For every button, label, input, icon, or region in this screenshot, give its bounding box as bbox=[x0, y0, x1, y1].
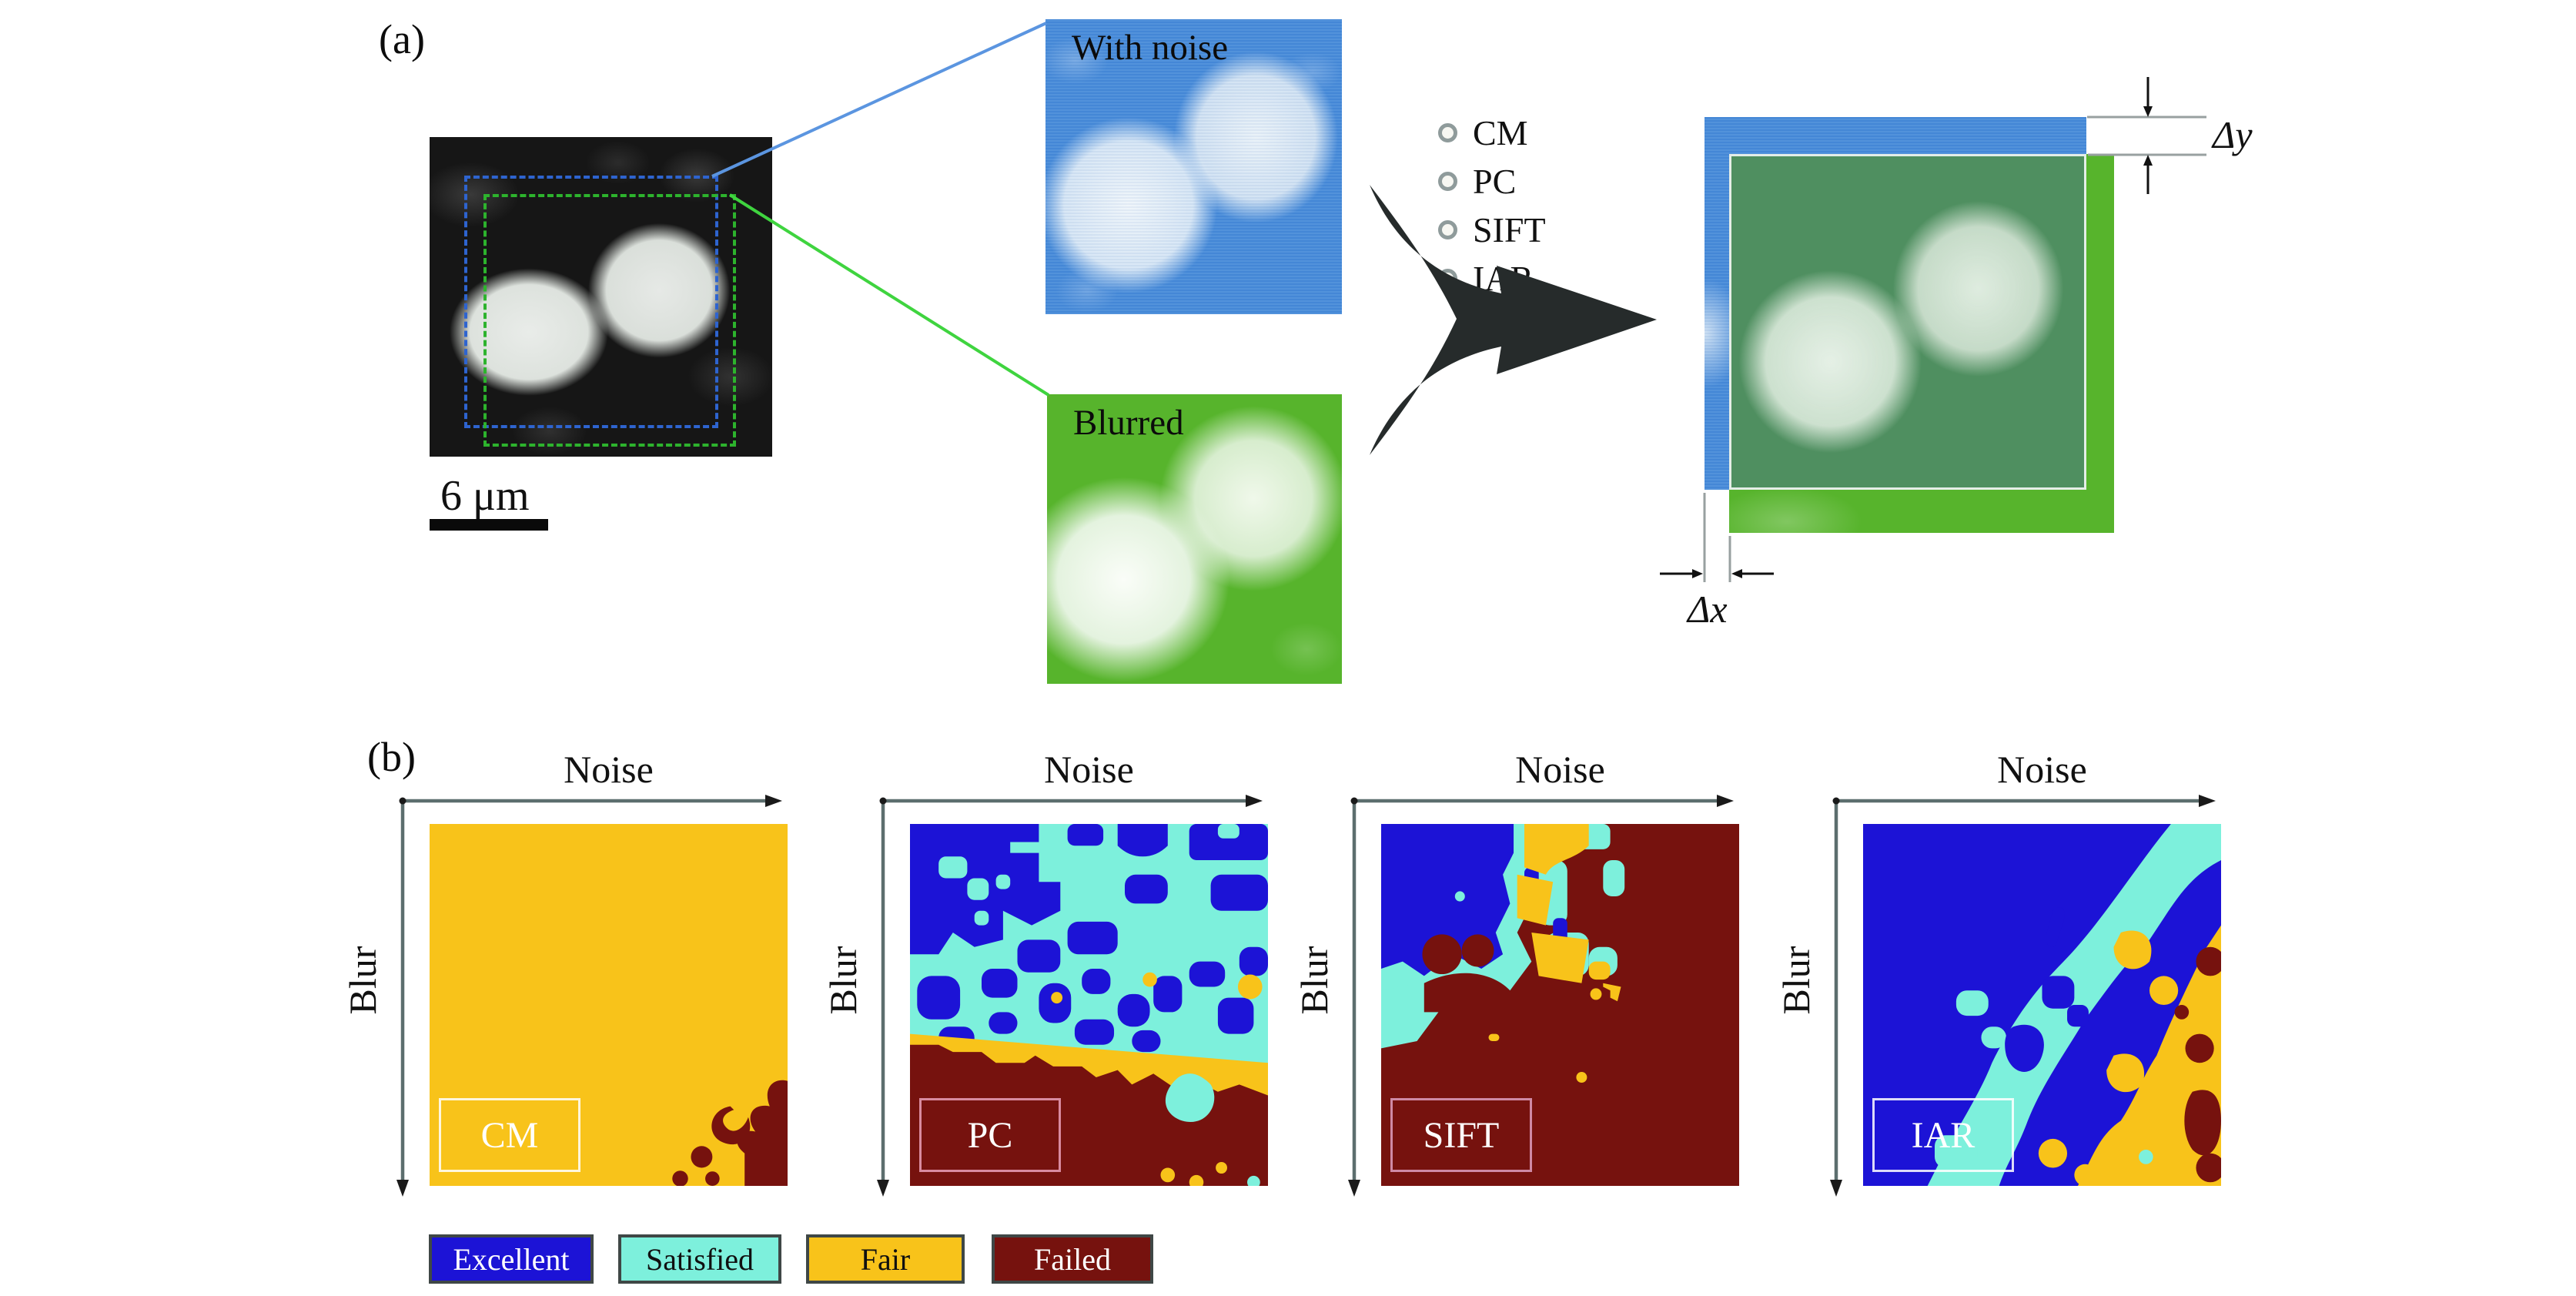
heatmap-sift-badge: SIFT bbox=[1390, 1098, 1532, 1172]
circle-bullet-icon bbox=[1438, 123, 1457, 142]
failed-region bbox=[672, 1080, 788, 1186]
legend-item-satisfied: Satisfied bbox=[618, 1234, 781, 1284]
legend-item-excellent: Excellent bbox=[429, 1234, 594, 1284]
heatmap-pc-badge: PC bbox=[919, 1098, 1061, 1172]
scale-bar-label: 6 μm bbox=[440, 472, 530, 520]
blur-axis-label: Blur bbox=[1775, 946, 1818, 1015]
legend-item-failed: Failed bbox=[992, 1234, 1153, 1284]
circle-bullet-icon bbox=[1438, 172, 1457, 191]
noise-axis-label: Noise bbox=[1515, 748, 1605, 791]
failed-inclusions bbox=[1422, 934, 1510, 1013]
noise-axis-label: Noise bbox=[564, 748, 654, 791]
heatmap-iar-badge: IAR bbox=[1872, 1098, 2014, 1172]
blur-axis-label: Blur bbox=[1293, 946, 1336, 1015]
method-label: SIFT bbox=[1473, 210, 1546, 249]
scale-bar bbox=[430, 519, 548, 531]
method-label: PC bbox=[1473, 162, 1517, 201]
method-label: CM bbox=[1473, 113, 1528, 152]
overlay-registered-region bbox=[1729, 154, 2086, 490]
heatmap-cm-pattern bbox=[430, 824, 788, 1186]
heatmap-pc: PC bbox=[910, 824, 1268, 1186]
circle-bullet-icon bbox=[1438, 269, 1457, 288]
blur-axis-label: Blur bbox=[341, 946, 384, 1015]
noise-axis-label: Noise bbox=[1044, 748, 1134, 791]
blur-axis-label: Blur bbox=[821, 946, 865, 1015]
heatmap-iar-pattern bbox=[1863, 824, 2221, 1186]
failed-blobs bbox=[2174, 946, 2221, 1183]
blurred-crop-label: Blurred bbox=[1073, 403, 1184, 443]
roi-box-green bbox=[483, 194, 736, 447]
satisfied-specks bbox=[1165, 1073, 1260, 1186]
green-leader-line bbox=[728, 193, 1050, 397]
noisy-crop-label: With noise bbox=[1072, 28, 1229, 68]
fair-region bbox=[1488, 824, 1621, 1083]
list-item: PC bbox=[1438, 161, 1546, 202]
noisy-crop-image: With noise bbox=[1045, 19, 1342, 314]
satisfied-notches bbox=[1935, 990, 2006, 1168]
panel-a-tag: (a) bbox=[379, 16, 425, 62]
satisfied-holes bbox=[938, 824, 1239, 926]
list-item: CM bbox=[1438, 112, 1546, 153]
heatmap-cm: CM bbox=[430, 824, 788, 1186]
circle-bullet-icon bbox=[1438, 220, 1457, 239]
delta-y-arrows bbox=[2143, 77, 2153, 194]
excellent-islands bbox=[2005, 907, 2089, 1072]
delta-y-dimension bbox=[2087, 116, 2206, 156]
roi-box-blue bbox=[464, 176, 718, 428]
delta-x-arrows bbox=[1660, 569, 1774, 578]
legend-item-fair: Fair bbox=[806, 1234, 965, 1284]
heatmap-iar: IAR bbox=[1863, 824, 2221, 1186]
list-item: IAR bbox=[1438, 258, 1546, 299]
list-item: SIFT bbox=[1438, 209, 1546, 250]
panel-b-tag: (b) bbox=[367, 734, 416, 780]
methods-list: CM PC SIFT IAR bbox=[1438, 112, 1546, 299]
blurred-crop-image: Blurred bbox=[1047, 394, 1342, 684]
fair-specks bbox=[1051, 972, 1263, 1186]
delta-x-dimension bbox=[1703, 493, 1731, 582]
delta-y-label: Δy bbox=[2213, 113, 2253, 156]
heatmap-sift: SIFT bbox=[1381, 824, 1739, 1186]
heatmap-cm-badge: CM bbox=[439, 1098, 580, 1172]
method-label: IAR bbox=[1473, 259, 1534, 298]
noise-axis-label: Noise bbox=[1997, 748, 2087, 791]
sem-image bbox=[430, 137, 772, 457]
delta-x-label: Δx bbox=[1688, 588, 1728, 631]
